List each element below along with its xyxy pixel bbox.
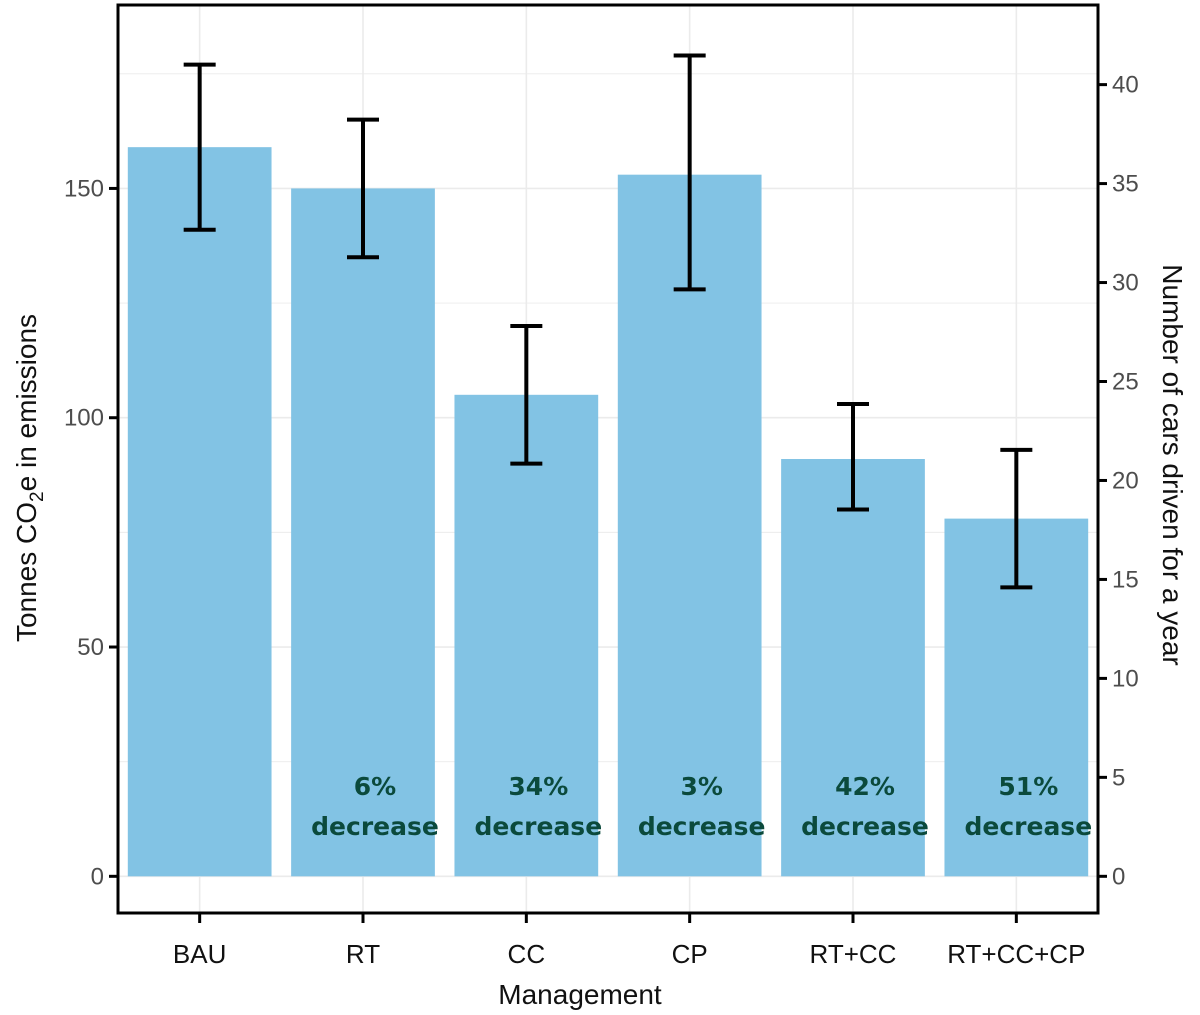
axes: 0 50 100 150 0 5 10 15 20 25 30 35 40 BAU RT CC CP RT+CC R… [64, 72, 1139, 969]
y-tick-label-150: 150 [64, 175, 104, 202]
y-axis-title-part-1: Tonnes CO [11, 502, 42, 642]
y2-tick-label-10: 10 [1112, 665, 1139, 692]
y2-tick-label-20: 20 [1112, 467, 1139, 494]
annotation-percent-5: 51% [998, 772, 1058, 801]
annotation-percent-1: 6% [354, 772, 396, 801]
y2-axis-title: Number of cars driven for a year [1157, 264, 1188, 666]
annotation-label-2: decrease [474, 812, 602, 841]
error-bars [183, 53, 1033, 590]
plot-frame [116, 3, 1100, 915]
y-tick-label-100: 100 [64, 405, 104, 432]
annotation-percent-3: 3% [680, 772, 722, 801]
x-tick-label-RT+CC+CP: RT+CC+CP [947, 939, 1085, 969]
y-axis-title-subscript: 2 [27, 491, 48, 502]
x-tick-label-RT+CC: RT+CC [810, 939, 897, 969]
y2-tick-label-35: 35 [1112, 171, 1139, 198]
x-tick-label-CP: CP [672, 939, 708, 969]
annotation-percent-4: 42% [835, 772, 895, 801]
y2-tick-label-15: 15 [1112, 566, 1139, 593]
bar-CC [454, 394, 599, 877]
bar-RT+CC [781, 459, 925, 877]
bar-CP [617, 174, 762, 877]
annotation-label-1: decrease [311, 812, 439, 841]
annotations: 6% decrease 34% decrease 3% decrease 42% decrea… [311, 772, 1092, 841]
bar-RT [291, 188, 435, 877]
x-tick-label-BAU: BAU [173, 939, 226, 969]
y-axis-title-part-2: e in emissions [11, 314, 42, 491]
bar-BAU [127, 147, 272, 877]
y2-tick-label-40: 40 [1112, 72, 1139, 99]
annotation-label-5: decrease [964, 812, 1092, 841]
bars [127, 147, 1089, 877]
annotation-percent-2: 34% [508, 772, 568, 801]
annotation-label-3: decrease [638, 812, 766, 841]
y2-tick-label-5: 5 [1112, 764, 1125, 791]
y-tick-label-50: 50 [77, 634, 104, 661]
y-axis-title: Tonnes CO2e in emissions [11, 314, 48, 642]
y-tick-label-0: 0 [91, 863, 104, 890]
x-axis-title: Management [498, 979, 662, 1010]
y2-tick-label-30: 30 [1112, 270, 1139, 297]
y2-tick-label-25: 25 [1112, 369, 1139, 396]
x-tick-label-RT: RT [346, 939, 380, 969]
x-tick-label-CC: CC [508, 939, 546, 969]
y2-tick-label-0: 0 [1112, 863, 1125, 890]
annotation-label-4: decrease [801, 812, 929, 841]
